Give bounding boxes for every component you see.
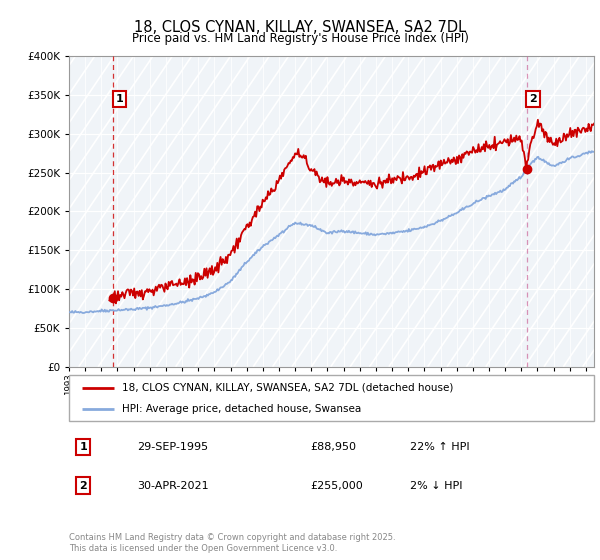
Text: 1: 1 <box>79 442 87 452</box>
Text: HPI: Average price, detached house, Swansea: HPI: Average price, detached house, Swan… <box>121 404 361 414</box>
Text: 29-SEP-1995: 29-SEP-1995 <box>137 442 208 452</box>
Text: 2: 2 <box>79 480 87 491</box>
Text: 1: 1 <box>116 94 124 104</box>
Text: Price paid vs. HM Land Registry's House Price Index (HPI): Price paid vs. HM Land Registry's House … <box>131 32 469 45</box>
Text: 30-APR-2021: 30-APR-2021 <box>137 480 209 491</box>
Text: 22% ↑ HPI: 22% ↑ HPI <box>410 442 470 452</box>
Text: £88,950: £88,950 <box>311 442 356 452</box>
Text: 18, CLOS CYNAN, KILLAY, SWANSEA, SA2 7DL (detached house): 18, CLOS CYNAN, KILLAY, SWANSEA, SA2 7DL… <box>121 382 453 393</box>
Text: 2: 2 <box>529 94 537 104</box>
Text: 18, CLOS CYNAN, KILLAY, SWANSEA, SA2 7DL: 18, CLOS CYNAN, KILLAY, SWANSEA, SA2 7DL <box>134 20 466 35</box>
Text: £255,000: £255,000 <box>311 480 363 491</box>
Text: 2% ↓ HPI: 2% ↓ HPI <box>410 480 463 491</box>
Text: Contains HM Land Registry data © Crown copyright and database right 2025.
This d: Contains HM Land Registry data © Crown c… <box>69 533 395 553</box>
